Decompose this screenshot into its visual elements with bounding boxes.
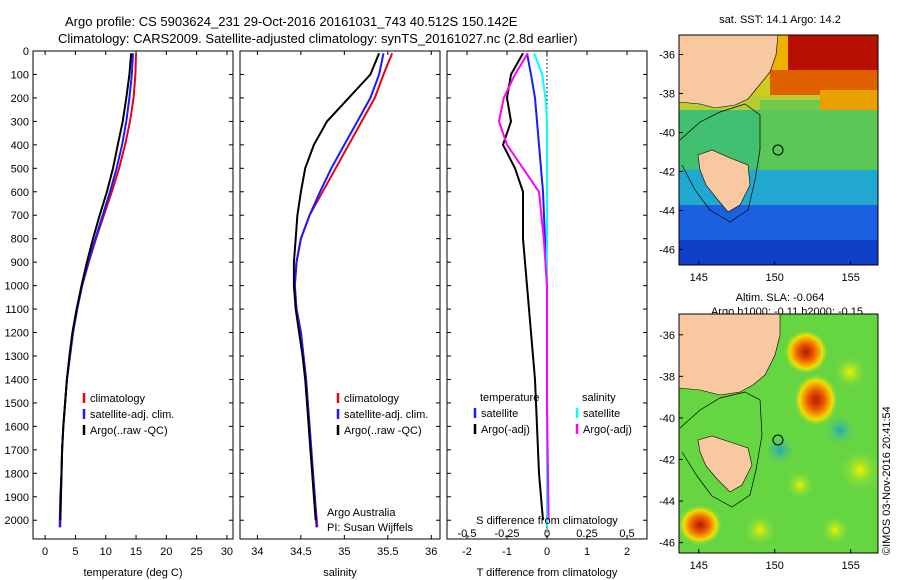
depth-tick-label: 1000 xyxy=(5,281,29,293)
depth-tick-label: 0 xyxy=(23,46,29,58)
sla-map-lat-tick-label: -38 xyxy=(659,371,675,383)
sst-map-lat-tick-label: -46 xyxy=(659,244,675,256)
depth-tick-label: 1300 xyxy=(5,351,29,363)
sal-series-climatology xyxy=(293,52,394,528)
sdiff-tick-label: 0 xyxy=(544,528,550,540)
sst-map-lat-tick-label: -38 xyxy=(659,88,675,100)
sla-map-lat-tick-label: -40 xyxy=(659,413,675,425)
temp-x-tick-label: 5 xyxy=(72,546,78,558)
sst-map-frame xyxy=(678,34,879,266)
diff-legend-temp-header: temperature xyxy=(480,392,539,404)
sla-map-lon-tick-label: 150 xyxy=(766,560,784,572)
sal-x-tick-label: 34.5 xyxy=(290,546,311,558)
depth-tick-label: 2000 xyxy=(5,515,29,527)
depth-tick-label: 600 xyxy=(11,187,29,199)
depth-tick-label: 500 xyxy=(11,163,29,175)
diff-legend-temp-label: Argo(-adj) xyxy=(481,424,530,436)
sal-plot-frame xyxy=(239,50,441,540)
diff-x-tick-label: -2 xyxy=(462,546,472,558)
sla-map-lat-tick-label: -42 xyxy=(659,454,675,466)
sal-x-tick-label: 35.5 xyxy=(377,546,398,558)
diff-legend-sal-label: Argo(-adj) xyxy=(583,424,632,436)
temp-legend-label: climatology xyxy=(90,393,146,405)
sla-map-lat-tick-label: -46 xyxy=(659,538,675,550)
temp-x-tick-label: 30 xyxy=(221,546,233,558)
sst-map-lon-tick-label: 145 xyxy=(690,272,708,284)
diff-series-argo-adj- xyxy=(501,52,544,521)
diff-series-satellite xyxy=(533,52,548,528)
diff-legend-sal-label: satellite xyxy=(583,408,620,420)
temp-x-tick-label: 25 xyxy=(191,546,203,558)
sal-x-tick-label: 34 xyxy=(251,546,263,558)
pi-note: PI: Susan Wijffels xyxy=(327,522,413,534)
sla-map-title-1: Altim. SLA: -0.064 xyxy=(735,292,825,304)
temp-x-tick-label: 0 xyxy=(42,546,48,558)
diff-legend-temp-label: satellite xyxy=(481,408,518,420)
sla-map-lat-tick-label: -44 xyxy=(659,496,675,508)
depth-tick-label: 300 xyxy=(11,116,29,128)
climatology-title: Climatology: CARS2009. Satellite-adjuste… xyxy=(58,31,578,46)
depth-tick-label: 900 xyxy=(11,257,29,269)
depth-tick-label: 1500 xyxy=(5,398,29,410)
sst-map-lon-tick-label: 150 xyxy=(766,272,784,284)
temp-x-tick-label: 20 xyxy=(160,546,172,558)
diff-x-tick-label: 1 xyxy=(584,546,590,558)
sla-map-lon-tick-label: 155 xyxy=(841,560,859,572)
depth-tick-label: 100 xyxy=(11,69,29,81)
sst-map-lon-tick-label: 155 xyxy=(841,272,859,284)
float-operator-note: Argo Australia xyxy=(327,507,396,519)
sal-legend-label: Argo(..raw -QC) xyxy=(344,425,422,437)
profile-title: Argo profile: CS 5903624_231 29-Oct-2016… xyxy=(65,14,518,29)
depth-tick-label: 1600 xyxy=(5,421,29,433)
diff-series-satellite xyxy=(526,53,548,528)
sal-series-argo-raw-qc- xyxy=(292,52,381,521)
depth-tick-label: 1700 xyxy=(5,445,29,457)
temp-x-axis-label: temperature (deg C) xyxy=(83,567,182,579)
sdiff-tick-label: 0.25 xyxy=(576,528,597,540)
depth-tick-label: 1400 xyxy=(5,374,29,386)
sla-map-lat-tick-label: -36 xyxy=(659,330,675,342)
sal-legend-label: satellite-adj. clim. xyxy=(344,409,428,421)
sal-x-tick-label: 36 xyxy=(425,546,437,558)
diff-legend-sal-header: salinity xyxy=(582,392,616,404)
diff-x-tick-label: -1 xyxy=(502,546,512,558)
sst-map-lat-tick-label: -40 xyxy=(659,127,675,139)
sst-map-lat-tick-label: -42 xyxy=(659,166,675,178)
sst-map-lat-tick-label: -44 xyxy=(659,205,675,217)
depth-tick-label: 700 xyxy=(11,210,29,222)
depth-tick-label: 200 xyxy=(11,93,29,105)
sla-map-frame xyxy=(678,313,879,554)
sst-map xyxy=(679,35,878,265)
diff-x-tick-label: 2 xyxy=(624,546,630,558)
sst-map-title: sat. SST: 14.1 Argo: 14.2 xyxy=(719,14,841,26)
depth-tick-label: 400 xyxy=(11,140,29,152)
temp-legend-label: Argo(..raw -QC) xyxy=(90,425,168,437)
temp-series-climatology xyxy=(59,53,137,528)
sal-x-axis-label: salinity xyxy=(323,567,357,579)
temp-plot-frame xyxy=(32,50,234,540)
sla-map xyxy=(679,314,878,553)
depth-tick-label: 1200 xyxy=(5,328,29,340)
depth-tick-label: 1900 xyxy=(5,492,29,504)
temp-x-tick-label: 15 xyxy=(130,546,142,558)
sdiff-tick-label: -0.5 xyxy=(458,528,477,540)
diff-x-axis-label: T difference from climatology xyxy=(477,567,618,579)
sst-map-lat-tick-label: -36 xyxy=(659,49,675,61)
diff-x-tick-label: 0 xyxy=(544,546,550,558)
sla-map-lon-tick-label: 145 xyxy=(690,560,708,572)
temp-legend-label: satellite-adj. clim. xyxy=(90,409,174,421)
sal-legend-label: climatology xyxy=(344,393,400,405)
depth-tick-label: 1800 xyxy=(5,468,29,480)
sal-x-tick-label: 35 xyxy=(338,546,350,558)
temp-series-argo-raw-qc- xyxy=(59,53,133,521)
sdiff-tick-label: 0.5 xyxy=(619,528,634,540)
sdiff-axis-label: S difference from climatology xyxy=(476,515,618,527)
sdiff-tick-label: -0.25 xyxy=(494,528,519,540)
depth-tick-label: 800 xyxy=(11,234,29,246)
depth-tick-label: 1100 xyxy=(5,304,29,316)
temp-x-tick-label: 10 xyxy=(100,546,112,558)
sal-series-satellite-adj-clim- xyxy=(293,53,385,528)
diff-series-argo-adj- xyxy=(497,52,550,521)
